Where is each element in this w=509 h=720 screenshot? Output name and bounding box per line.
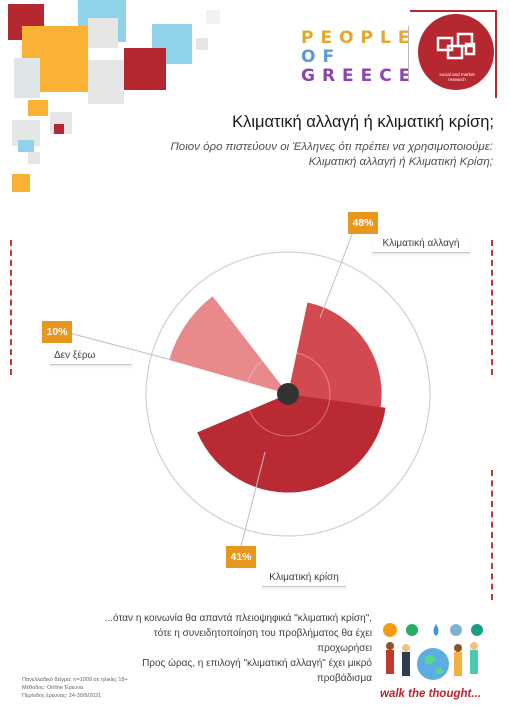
brand-tagline: walk the thought...	[380, 688, 481, 700]
deco-square	[28, 152, 40, 164]
category-label-alagi: Κλιματική αλλαγή	[372, 238, 470, 253]
frame-line	[495, 10, 497, 98]
frame-line	[410, 10, 496, 12]
chart-outer-ring	[145, 251, 431, 537]
brand-logo-circle	[418, 14, 494, 90]
deco-square	[18, 140, 34, 152]
leader-line-den-xero	[57, 329, 173, 361]
chart-hub	[277, 383, 299, 405]
deco-square	[28, 100, 48, 116]
leader-line-alagi	[319, 231, 354, 319]
side-dash-right-lower	[491, 470, 493, 600]
deco-square	[88, 18, 118, 48]
meta-period: Περίοδος έρευνας: 24-30/9/2021	[22, 693, 102, 699]
deco-square	[88, 60, 124, 104]
water-drop-icon	[433, 624, 439, 636]
deco-square	[12, 174, 30, 192]
category-label-den-xero: Δεν ξέρω	[50, 350, 132, 365]
footer-note-line: ...όταν η κοινωνία θα απαντά πλειοψηφικά…	[104, 613, 372, 624]
deco-square	[124, 48, 166, 90]
brand-logo-text: PEOPLE OF GREECE	[301, 29, 417, 86]
deco-square	[206, 10, 220, 24]
footer-note-line: τότε η συνειδητοποίηση του προβλήματος θ…	[153, 628, 372, 654]
logo-line-3: GREECE	[301, 66, 418, 86]
subtitle-line: Ποιον όρο πιστεύουν οι Έλληνες ότι πρέπε…	[170, 141, 493, 153]
logo-mark-icon	[436, 32, 476, 60]
category-label-krisi: Κλιματική κρίση	[262, 572, 346, 587]
deco-square	[196, 38, 208, 50]
page-subtitle: Ποιον όρο πιστεύουν οι Έλληνες ότι πρέπε…	[93, 140, 493, 170]
person-icon	[470, 650, 478, 674]
bulb-icon	[450, 624, 462, 636]
logo-subtitle: social and market research	[439, 72, 475, 82]
person-icon	[454, 652, 462, 676]
slice-klimatiki-krisi	[197, 394, 386, 493]
logo-line-1: PEOPLE	[301, 28, 417, 48]
slice-den-xero	[169, 296, 288, 394]
person-icon	[402, 652, 410, 676]
survey-meta: Πανελλαδικό δείγμα: n=1009 σε ηλικίες 18…	[22, 676, 128, 700]
data-label-alagi: 48%	[348, 212, 378, 234]
footer-note: ...όταν η κοινωνία θα απαντά πλειοψηφικά…	[100, 611, 372, 686]
recycle-icon	[471, 624, 483, 636]
meta-sample: Πανελλαδικό δείγμα: n=1009 σε ηλικίες 18…	[22, 677, 128, 683]
page-title: Κλιματική αλλαγή ή κλιματική κρίση;	[232, 113, 494, 131]
subtitle-line: Κλιματική αλλαγή ή Κλιματική Κρίση;	[308, 156, 493, 168]
logo-line-2: OF	[301, 47, 342, 67]
side-dash-right	[491, 240, 493, 375]
logo-separator	[408, 26, 409, 82]
people-globe-illustration	[383, 623, 483, 680]
person-icon	[386, 650, 394, 674]
globe-icon	[417, 648, 449, 680]
plant-icon	[406, 624, 418, 636]
side-dash-left	[10, 240, 12, 375]
data-label-den-xero: 10%	[42, 321, 72, 343]
sun-icon	[383, 623, 397, 637]
data-label-krisi: 41%	[226, 546, 256, 568]
chart-inner-ring	[245, 351, 331, 437]
deco-square	[14, 58, 40, 98]
meta-method: Μέθοδος: Online Έρευνα	[22, 685, 84, 691]
deco-square	[54, 124, 64, 134]
footer-note-line: Προς ώρας, η επιλογή "κλιματική αλλαγή" …	[142, 658, 372, 684]
